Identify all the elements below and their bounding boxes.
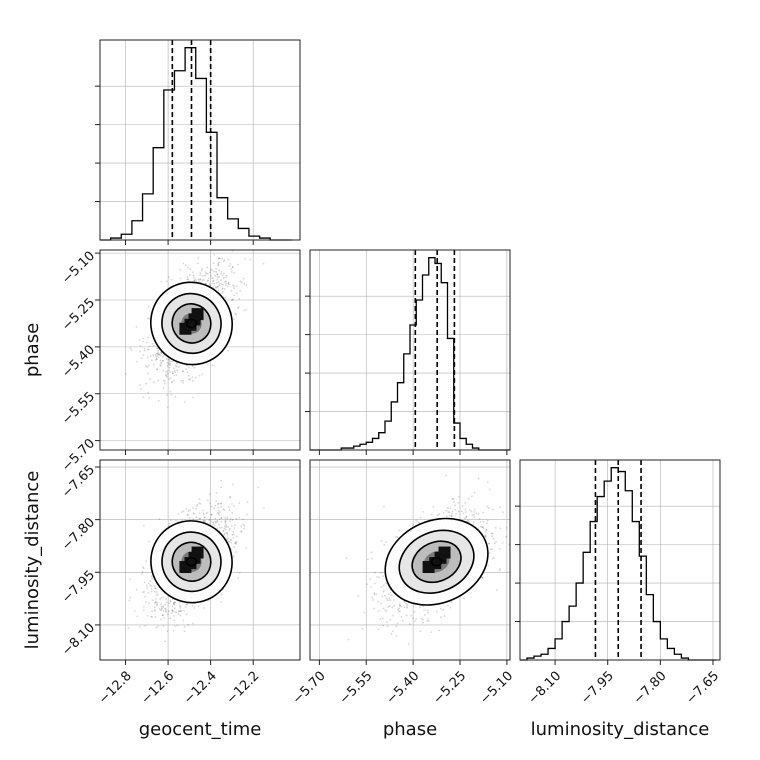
density-peak-block <box>191 308 204 321</box>
y-tick-label: −5.25 <box>59 295 98 334</box>
y-tick-label: −7.80 <box>59 515 98 554</box>
x-axis-label-geocent-time: geocent_time <box>139 719 262 740</box>
contour-core <box>430 556 443 567</box>
histogram-geocent-time-frame <box>99 39 301 241</box>
scatter-geocent-time-vs-phase-contours <box>149 281 234 366</box>
x-tick-label: −8.10 <box>526 669 565 708</box>
x-tick-label: −7.95 <box>578 669 617 708</box>
scatter-geocent-time-vs-luminosity-distance-contours <box>150 520 233 604</box>
histogram-luminosity-distance-frame <box>519 459 721 661</box>
x-axis-label-phase: phase <box>383 719 437 740</box>
x-tick-label: −7.80 <box>631 669 670 708</box>
x-tick-label: −5.25 <box>430 669 469 708</box>
x-tick-label: −12.6 <box>139 669 178 708</box>
x-tick-label: −12.2 <box>224 669 263 708</box>
x-tick-label: −5.10 <box>477 669 516 708</box>
y-tick-label: −5.55 <box>59 389 98 428</box>
density-peak-block <box>438 546 451 559</box>
histogram-phase-gridlines <box>310 250 510 450</box>
density-peak-block <box>191 546 204 559</box>
scatter-phase-vs-luminosity-distance-frame <box>309 459 511 661</box>
x-tick-label: −12.4 <box>181 669 220 708</box>
y-tick-label: −5.10 <box>59 249 98 288</box>
x-tick-label: −5.70 <box>290 669 329 708</box>
y-tick-label: −5.40 <box>59 342 98 381</box>
x-axis-label-luminosity-distance: luminosity_distance <box>531 719 710 740</box>
histogram-phase-step-line <box>310 257 510 451</box>
histogram-luminosity-distance-gridlines <box>520 460 720 660</box>
x-tick-label: −5.55 <box>337 669 376 708</box>
y-axis-label-phase: phase <box>22 323 43 377</box>
histogram-geocent-time-gridlines <box>100 40 300 240</box>
x-tick-label: −5.40 <box>384 669 423 708</box>
contour-core <box>185 318 198 329</box>
histogram-phase-frame <box>309 249 511 451</box>
scatter-geocent-time-vs-luminosity-distance-frame <box>99 459 301 661</box>
histogram-geocent-time-step-line <box>100 47 292 241</box>
x-tick-label: −7.65 <box>683 669 722 708</box>
contour-core <box>185 556 198 567</box>
scatter-phase-vs-luminosity-distance-contours <box>384 517 489 606</box>
y-tick-label: −8.10 <box>59 620 98 659</box>
histogram-luminosity-distance-step-line <box>520 467 717 661</box>
y-tick-label: −7.95 <box>59 568 98 607</box>
x-tick-label: −12.8 <box>96 669 135 708</box>
y-axis-label-luminosity-distance: luminosity_distance <box>22 471 43 650</box>
scatter-geocent-time-vs-phase-frame <box>99 249 301 451</box>
